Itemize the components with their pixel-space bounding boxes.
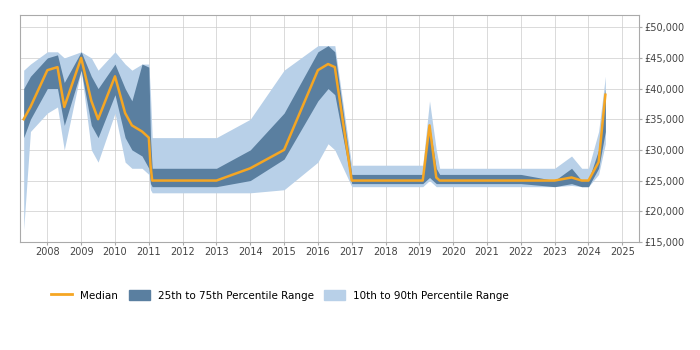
Legend: Median, 25th to 75th Percentile Range, 10th to 90th Percentile Range: Median, 25th to 75th Percentile Range, 1… xyxy=(47,286,513,305)
